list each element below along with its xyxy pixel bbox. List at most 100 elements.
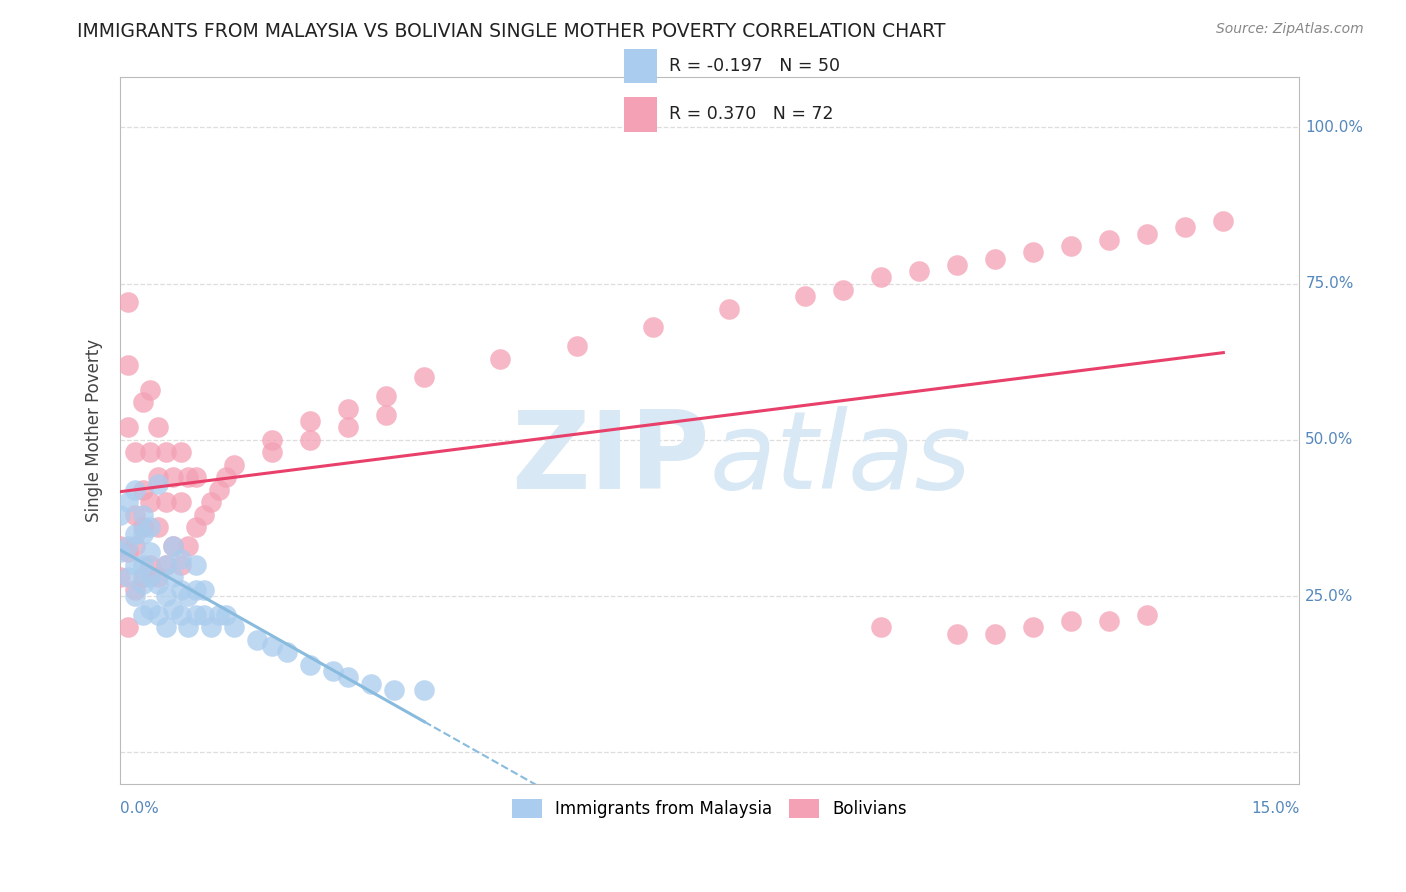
Point bbox=[146, 470, 169, 484]
Point bbox=[162, 539, 184, 553]
Point bbox=[382, 683, 405, 698]
Point bbox=[208, 483, 231, 497]
Point bbox=[124, 445, 146, 459]
Point bbox=[184, 607, 207, 622]
Point bbox=[146, 476, 169, 491]
Point bbox=[208, 607, 231, 622]
Point bbox=[139, 570, 162, 584]
Text: 0.0%: 0.0% bbox=[120, 801, 159, 816]
Point bbox=[262, 639, 284, 653]
Point bbox=[155, 558, 177, 572]
Point bbox=[170, 582, 193, 597]
Point bbox=[146, 570, 169, 584]
Point bbox=[108, 570, 131, 584]
Point bbox=[146, 520, 169, 534]
Point bbox=[177, 589, 200, 603]
Point bbox=[117, 570, 139, 584]
Bar bbox=[624, 49, 657, 83]
Point bbox=[193, 508, 215, 522]
Text: ZIP: ZIP bbox=[512, 406, 710, 512]
Point bbox=[717, 301, 740, 316]
Point bbox=[132, 483, 155, 497]
Point bbox=[215, 607, 238, 622]
Point bbox=[162, 470, 184, 484]
Point bbox=[1022, 620, 1045, 634]
Point bbox=[132, 520, 155, 534]
Point bbox=[184, 470, 207, 484]
Point bbox=[375, 389, 398, 403]
Point bbox=[177, 620, 200, 634]
Point bbox=[155, 589, 177, 603]
Point bbox=[146, 607, 169, 622]
Point bbox=[155, 620, 177, 634]
Point bbox=[193, 582, 215, 597]
Bar bbox=[624, 97, 657, 131]
Point bbox=[193, 607, 215, 622]
Point bbox=[946, 258, 969, 272]
Point bbox=[276, 645, 298, 659]
Point bbox=[162, 539, 184, 553]
Point bbox=[108, 545, 131, 559]
Text: 25.0%: 25.0% bbox=[1305, 589, 1354, 604]
Point bbox=[1136, 607, 1159, 622]
Point bbox=[870, 270, 893, 285]
Text: 100.0%: 100.0% bbox=[1305, 120, 1364, 135]
Point bbox=[565, 339, 588, 353]
Point bbox=[155, 558, 177, 572]
Point bbox=[360, 677, 382, 691]
Point bbox=[124, 558, 146, 572]
Point bbox=[224, 458, 246, 472]
Point bbox=[117, 545, 139, 559]
Point bbox=[299, 657, 322, 672]
Point bbox=[1212, 214, 1234, 228]
Point bbox=[132, 607, 155, 622]
Point bbox=[413, 683, 436, 698]
Point bbox=[177, 470, 200, 484]
Point bbox=[117, 539, 139, 553]
Point bbox=[184, 520, 207, 534]
Point bbox=[337, 671, 360, 685]
Point bbox=[162, 601, 184, 615]
Text: 75.0%: 75.0% bbox=[1305, 277, 1354, 291]
Text: atlas: atlas bbox=[710, 407, 972, 511]
Point bbox=[162, 570, 184, 584]
Point bbox=[124, 483, 146, 497]
Point bbox=[124, 589, 146, 603]
Point bbox=[908, 264, 931, 278]
Point bbox=[117, 358, 139, 372]
Point bbox=[139, 445, 162, 459]
Point bbox=[184, 558, 207, 572]
Text: Source: ZipAtlas.com: Source: ZipAtlas.com bbox=[1216, 22, 1364, 37]
Point bbox=[170, 607, 193, 622]
Point bbox=[117, 620, 139, 634]
Text: R = -0.197   N = 50: R = -0.197 N = 50 bbox=[669, 57, 839, 75]
Point bbox=[124, 539, 146, 553]
Y-axis label: Single Mother Poverty: Single Mother Poverty bbox=[86, 339, 103, 522]
Point bbox=[413, 370, 436, 384]
Point bbox=[337, 420, 360, 434]
Point bbox=[946, 626, 969, 640]
Point bbox=[337, 401, 360, 416]
Point bbox=[375, 408, 398, 422]
Point bbox=[1174, 220, 1197, 235]
Point bbox=[124, 526, 146, 541]
Point bbox=[1098, 233, 1121, 247]
Point bbox=[139, 601, 162, 615]
Legend: Immigrants from Malaysia, Bolivians: Immigrants from Malaysia, Bolivians bbox=[506, 792, 914, 825]
Point bbox=[146, 420, 169, 434]
Point bbox=[299, 414, 322, 428]
Point bbox=[177, 539, 200, 553]
Point bbox=[322, 664, 344, 678]
Point bbox=[984, 626, 1007, 640]
Point bbox=[132, 558, 155, 572]
Point bbox=[117, 420, 139, 434]
Point bbox=[155, 495, 177, 509]
Point bbox=[984, 252, 1007, 266]
Point bbox=[224, 620, 246, 634]
Point bbox=[170, 445, 193, 459]
Point bbox=[117, 495, 139, 509]
Point bbox=[831, 283, 853, 297]
Point bbox=[1022, 245, 1045, 260]
Point bbox=[262, 445, 284, 459]
Point bbox=[215, 470, 238, 484]
